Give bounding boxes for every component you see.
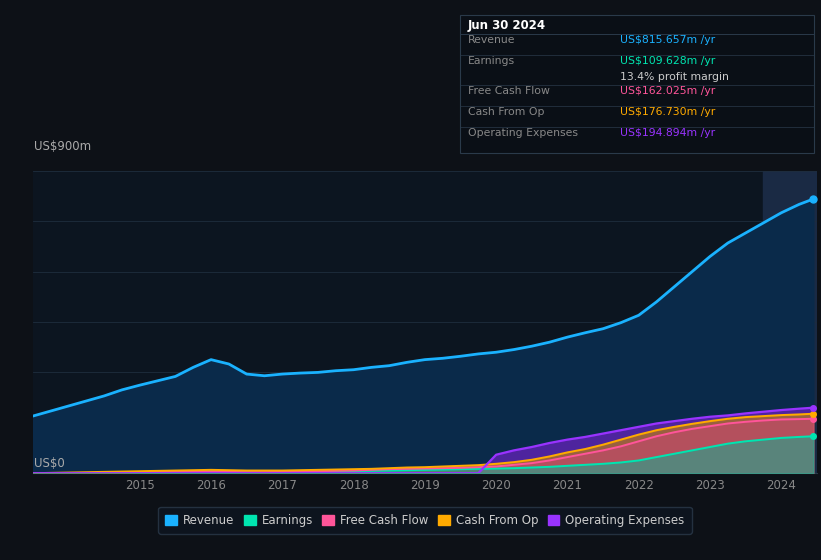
Text: Cash From Op: Cash From Op xyxy=(468,107,544,117)
Text: US$815.657m /yr: US$815.657m /yr xyxy=(620,35,715,45)
Text: Free Cash Flow: Free Cash Flow xyxy=(468,86,550,96)
Text: US$0: US$0 xyxy=(34,457,65,470)
Text: Operating Expenses: Operating Expenses xyxy=(468,128,578,138)
Text: US$176.730m /yr: US$176.730m /yr xyxy=(620,107,715,117)
Text: US$162.025m /yr: US$162.025m /yr xyxy=(620,86,715,96)
Text: US$109.628m /yr: US$109.628m /yr xyxy=(620,56,715,66)
Text: Earnings: Earnings xyxy=(468,56,515,66)
Text: 13.4% profit margin: 13.4% profit margin xyxy=(620,72,729,82)
Text: US$900m: US$900m xyxy=(34,139,91,153)
Bar xyxy=(764,171,817,473)
Text: Revenue: Revenue xyxy=(468,35,516,45)
Text: Jun 30 2024: Jun 30 2024 xyxy=(468,19,546,32)
Text: US$194.894m /yr: US$194.894m /yr xyxy=(620,128,715,138)
Legend: Revenue, Earnings, Free Cash Flow, Cash From Op, Operating Expenses: Revenue, Earnings, Free Cash Flow, Cash … xyxy=(158,507,691,534)
